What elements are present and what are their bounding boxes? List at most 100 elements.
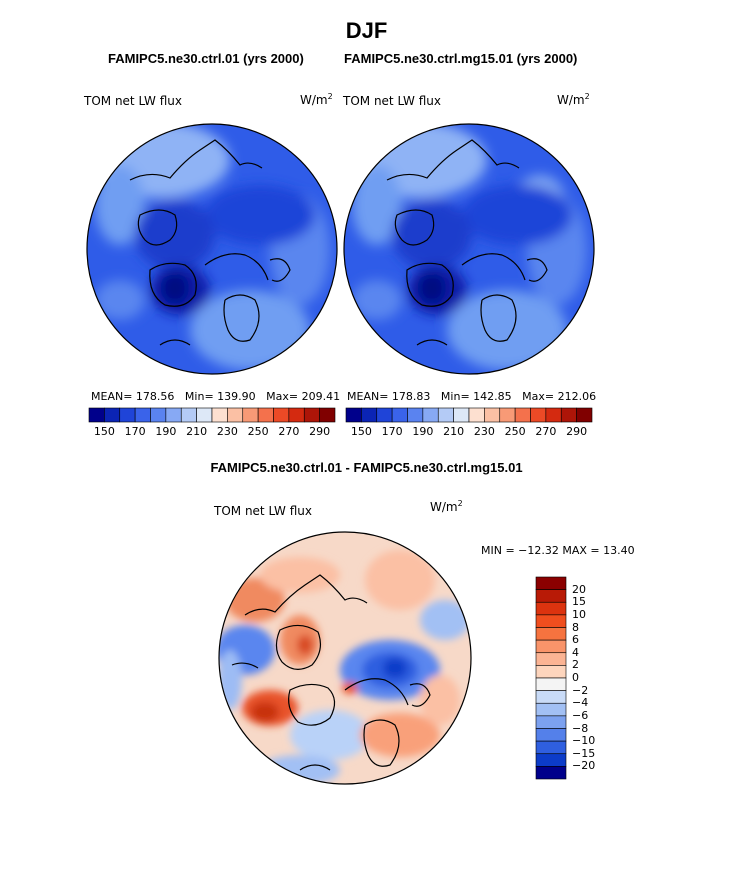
left-stats: MEAN= 178.56 Min= 139.90 Max= 209.41 <box>91 390 340 403</box>
right-colorbar-box <box>361 407 378 423</box>
right-colorbar-tick-label: 230 <box>473 425 495 438</box>
left-units-label: W/m2 <box>300 92 333 107</box>
diff-polar-map <box>219 532 471 784</box>
left-min-value: 139.90 <box>217 390 256 403</box>
left-variable-label: TOM net LW flux <box>84 94 182 108</box>
left-colorbar-box <box>288 407 305 423</box>
right-colorbar-box <box>530 407 547 423</box>
left-map-boundary <box>86 123 338 375</box>
diff-colorbar-tick-label: 4 <box>572 645 579 659</box>
diff-colorbar-box <box>535 677 567 691</box>
diff-colorbar-tick-label: 10 <box>572 607 586 621</box>
left-colorbar-box <box>303 407 320 423</box>
left-colorbar-box <box>319 407 336 423</box>
right-variable-label: TOM net LW flux <box>343 94 441 108</box>
left-colorbar-box <box>196 407 213 423</box>
right-mean-value: 178.83 <box>391 390 431 403</box>
right-colorbar-box <box>514 407 531 423</box>
left-colorbar-tick-label: 230 <box>216 425 238 438</box>
right-colorbar-tick-label: 190 <box>412 425 434 438</box>
right-units-label: W/m2 <box>557 92 590 107</box>
right-min-label: Min= <box>440 390 470 403</box>
left-colorbar <box>88 407 336 423</box>
diff-colorbar-box <box>535 740 567 755</box>
diff-colorbar-tick-label: −2 <box>572 683 589 697</box>
diff-colorbar-box <box>535 753 567 767</box>
right-colorbar-tick-label: 290 <box>566 425 588 438</box>
right-colorbar-tick-label: 250 <box>504 425 526 438</box>
left-colorbar-tick-label: 150 <box>93 425 115 438</box>
right-colorbar-tick-label: 150 <box>350 425 372 438</box>
diff-colorbar-box <box>535 728 567 742</box>
left-max-value: 209.41 <box>301 390 341 403</box>
diff-colorbar-tick-label: 15 <box>572 595 586 609</box>
left-colorbar-box <box>165 407 182 423</box>
left-colorbar-box <box>134 407 151 423</box>
left-mean-label: MEAN= <box>91 390 133 403</box>
diff-colorbar-box <box>535 614 567 628</box>
left-mean-value: 178.56 <box>135 390 175 403</box>
right-polar-map <box>344 124 594 374</box>
right-colorbar-box <box>345 407 362 423</box>
right-colorbar-box <box>453 407 470 423</box>
diff-colorbar-tick-label: 8 <box>572 620 579 634</box>
diff-colorbar-box <box>535 601 567 616</box>
diff-colorbar <box>535 576 567 780</box>
left-colorbar-box <box>119 407 136 423</box>
diff-colorbar-tick-label: −4 <box>572 696 589 710</box>
diff-colorbar-tick-label: 2 <box>572 658 579 672</box>
right-colorbar <box>345 407 593 423</box>
right-colorbar-box <box>545 407 562 423</box>
right-colorbar-tick-label: 170 <box>381 425 403 438</box>
left-colorbar-box <box>150 407 167 423</box>
right-colorbar-box <box>422 407 439 423</box>
left-colorbar-box <box>88 407 105 423</box>
diff-colorbar-box <box>535 627 567 641</box>
diff-colorbar-box <box>535 715 567 729</box>
diff-colorbar-tick-label: 0 <box>572 671 579 684</box>
right-colorbar-box <box>391 407 408 423</box>
diff-coastlines <box>231 574 431 771</box>
season-title: DJF <box>345 18 388 43</box>
right-mean-label: MEAN= <box>347 390 389 403</box>
left-colorbar-tick-label: 210 <box>186 425 208 438</box>
left-colorbar-tick-label: 270 <box>278 425 300 438</box>
left-colorbar-tick-label: 290 <box>309 425 331 438</box>
diff-colorbar-box <box>535 690 567 704</box>
left-min-label: Min= <box>184 390 214 403</box>
right-max-value: 212.06 <box>557 390 597 403</box>
diff-colorbar-tick-label: −8 <box>572 721 589 735</box>
right-case-title: FAMIPC5.ne30.ctrl.mg15.01 (yrs 2000) <box>344 51 578 66</box>
left-colorbar-box <box>273 407 290 423</box>
left-colorbar-box <box>104 407 121 423</box>
diff-map-boundary <box>218 531 472 785</box>
right-colorbar-box <box>376 407 393 423</box>
left-colorbar-tick-label: 190 <box>155 425 177 438</box>
right-colorbar-box <box>407 407 424 423</box>
left-coastlines <box>129 139 291 346</box>
diff-colorbar-box <box>535 652 567 666</box>
diff-colorbar-tick-label: −15 <box>572 746 596 760</box>
right-coastlines <box>386 139 548 346</box>
right-stats: MEAN= 178.83 Min= 142.85 Max= 212.06 <box>347 390 596 403</box>
right-colorbar-box <box>468 407 485 423</box>
diff-variable-label: TOM net LW flux <box>214 504 312 518</box>
right-colorbar-tick-label: 210 <box>443 425 465 438</box>
left-polar-map <box>87 124 337 374</box>
diff-colorbar-box <box>535 639 567 654</box>
left-colorbar-box <box>257 407 274 423</box>
right-colorbar-box <box>484 407 501 423</box>
right-colorbar-box <box>560 407 577 423</box>
diff-colorbar-tick-label: −6 <box>572 708 589 722</box>
diff-colorbar-tick-label: −20 <box>572 759 596 773</box>
left-colorbar-box <box>227 407 244 423</box>
right-colorbar-box <box>576 407 593 423</box>
left-case-title: FAMIPC5.ne30.ctrl.01 (yrs 2000) <box>108 51 304 66</box>
left-colorbar-box <box>180 407 197 423</box>
right-max-label: Max= <box>522 390 555 403</box>
diff-minmax: MIN = −12.32 MAX = 13.40 <box>481 544 635 557</box>
diff-units-label: W/m2 <box>430 499 463 514</box>
left-colorbar-tick-label: 250 <box>247 425 269 438</box>
right-min-value: 142.85 <box>473 390 512 403</box>
